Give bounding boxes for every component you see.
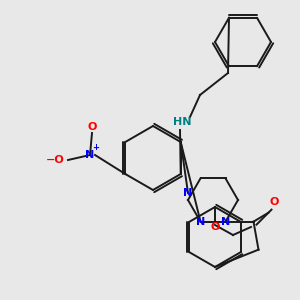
Text: N: N: [221, 217, 230, 227]
Text: HN: HN: [173, 117, 191, 127]
Text: N: N: [85, 150, 94, 160]
Text: +: +: [92, 143, 100, 152]
Text: −O: −O: [46, 155, 64, 165]
Text: N: N: [196, 217, 205, 227]
Text: O: O: [210, 222, 220, 232]
Text: O: O: [87, 122, 97, 132]
Text: N: N: [183, 188, 193, 198]
Text: O: O: [270, 197, 279, 207]
